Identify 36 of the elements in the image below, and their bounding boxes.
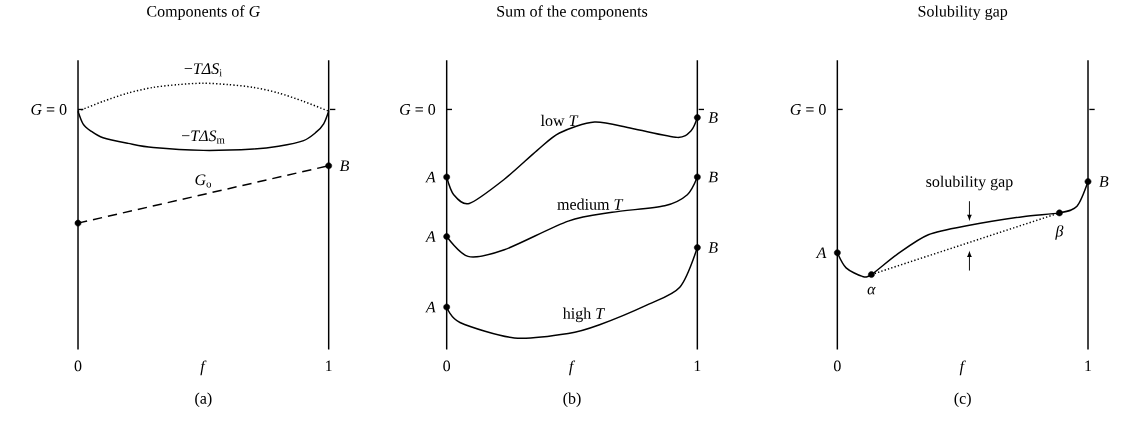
annotation: A [425,231,436,243]
series-label: G$_{o}$ [195,174,212,188]
annotation: B [1099,176,1109,188]
annotation: solubility gap [926,175,1013,191]
chart-title: Sum of the components [497,5,648,21]
x-tick-label: 1 [326,360,332,372]
x-tick-label: 0 [74,360,82,372]
text: (c) [954,392,971,408]
text: G = 0 [31,104,67,116]
annotation: B [708,171,718,183]
annotation: α [867,286,876,295]
x-tick-label: 0 [443,360,451,372]
text: G = 0 [400,104,436,116]
chart-title: Solubility gap [918,5,1008,21]
annotation: B [708,112,718,124]
annotation: A [815,247,827,259]
x-tick-label: 1 [1085,360,1092,372]
text: (b) [563,392,581,408]
series-label: medium T [557,198,624,210]
x-tick-label: 1 [694,360,701,372]
x-axis-title: f [200,360,207,376]
series-label: −TΔS$_{i}$ [184,63,222,77]
series-label: low T [540,114,579,127]
annotation: A [425,301,436,313]
annotation: B [708,242,718,254]
text: (a) [195,392,212,408]
x-axis-title: f [959,360,966,376]
annotation: β [1055,225,1064,241]
annotation: A [425,171,436,183]
text: G = 0 [790,104,826,116]
chart-title: Components of G [147,5,260,21]
annotation: B [339,160,350,172]
series-label: high T [562,307,606,323]
x-tick-label: 0 [833,360,841,372]
series-label: −TΔS$_{m}$ [182,130,225,144]
x-axis-title: f [569,360,576,376]
